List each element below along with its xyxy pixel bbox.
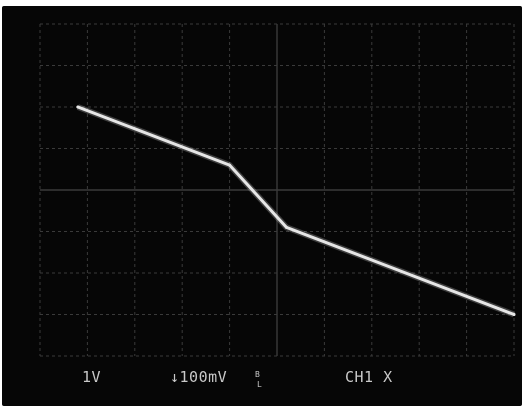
trace-point xyxy=(228,163,232,167)
ch1-scale-readout: 1V xyxy=(82,368,102,386)
signal-trace xyxy=(76,105,516,316)
trace-point xyxy=(512,313,516,316)
channel-mode-readout: CH1 X xyxy=(345,368,393,386)
trace-glow xyxy=(76,104,516,318)
mode-top-readout: B xyxy=(255,370,260,379)
graticule xyxy=(39,23,515,357)
ch2-scale-readout: ↓100mV xyxy=(170,368,228,386)
trace-point xyxy=(284,225,288,229)
oscilloscope-screen xyxy=(2,6,522,406)
trace-point xyxy=(76,105,80,109)
mode-bottom-readout: L xyxy=(257,380,262,389)
scope-plot xyxy=(39,23,516,357)
trace-layer xyxy=(76,104,516,318)
